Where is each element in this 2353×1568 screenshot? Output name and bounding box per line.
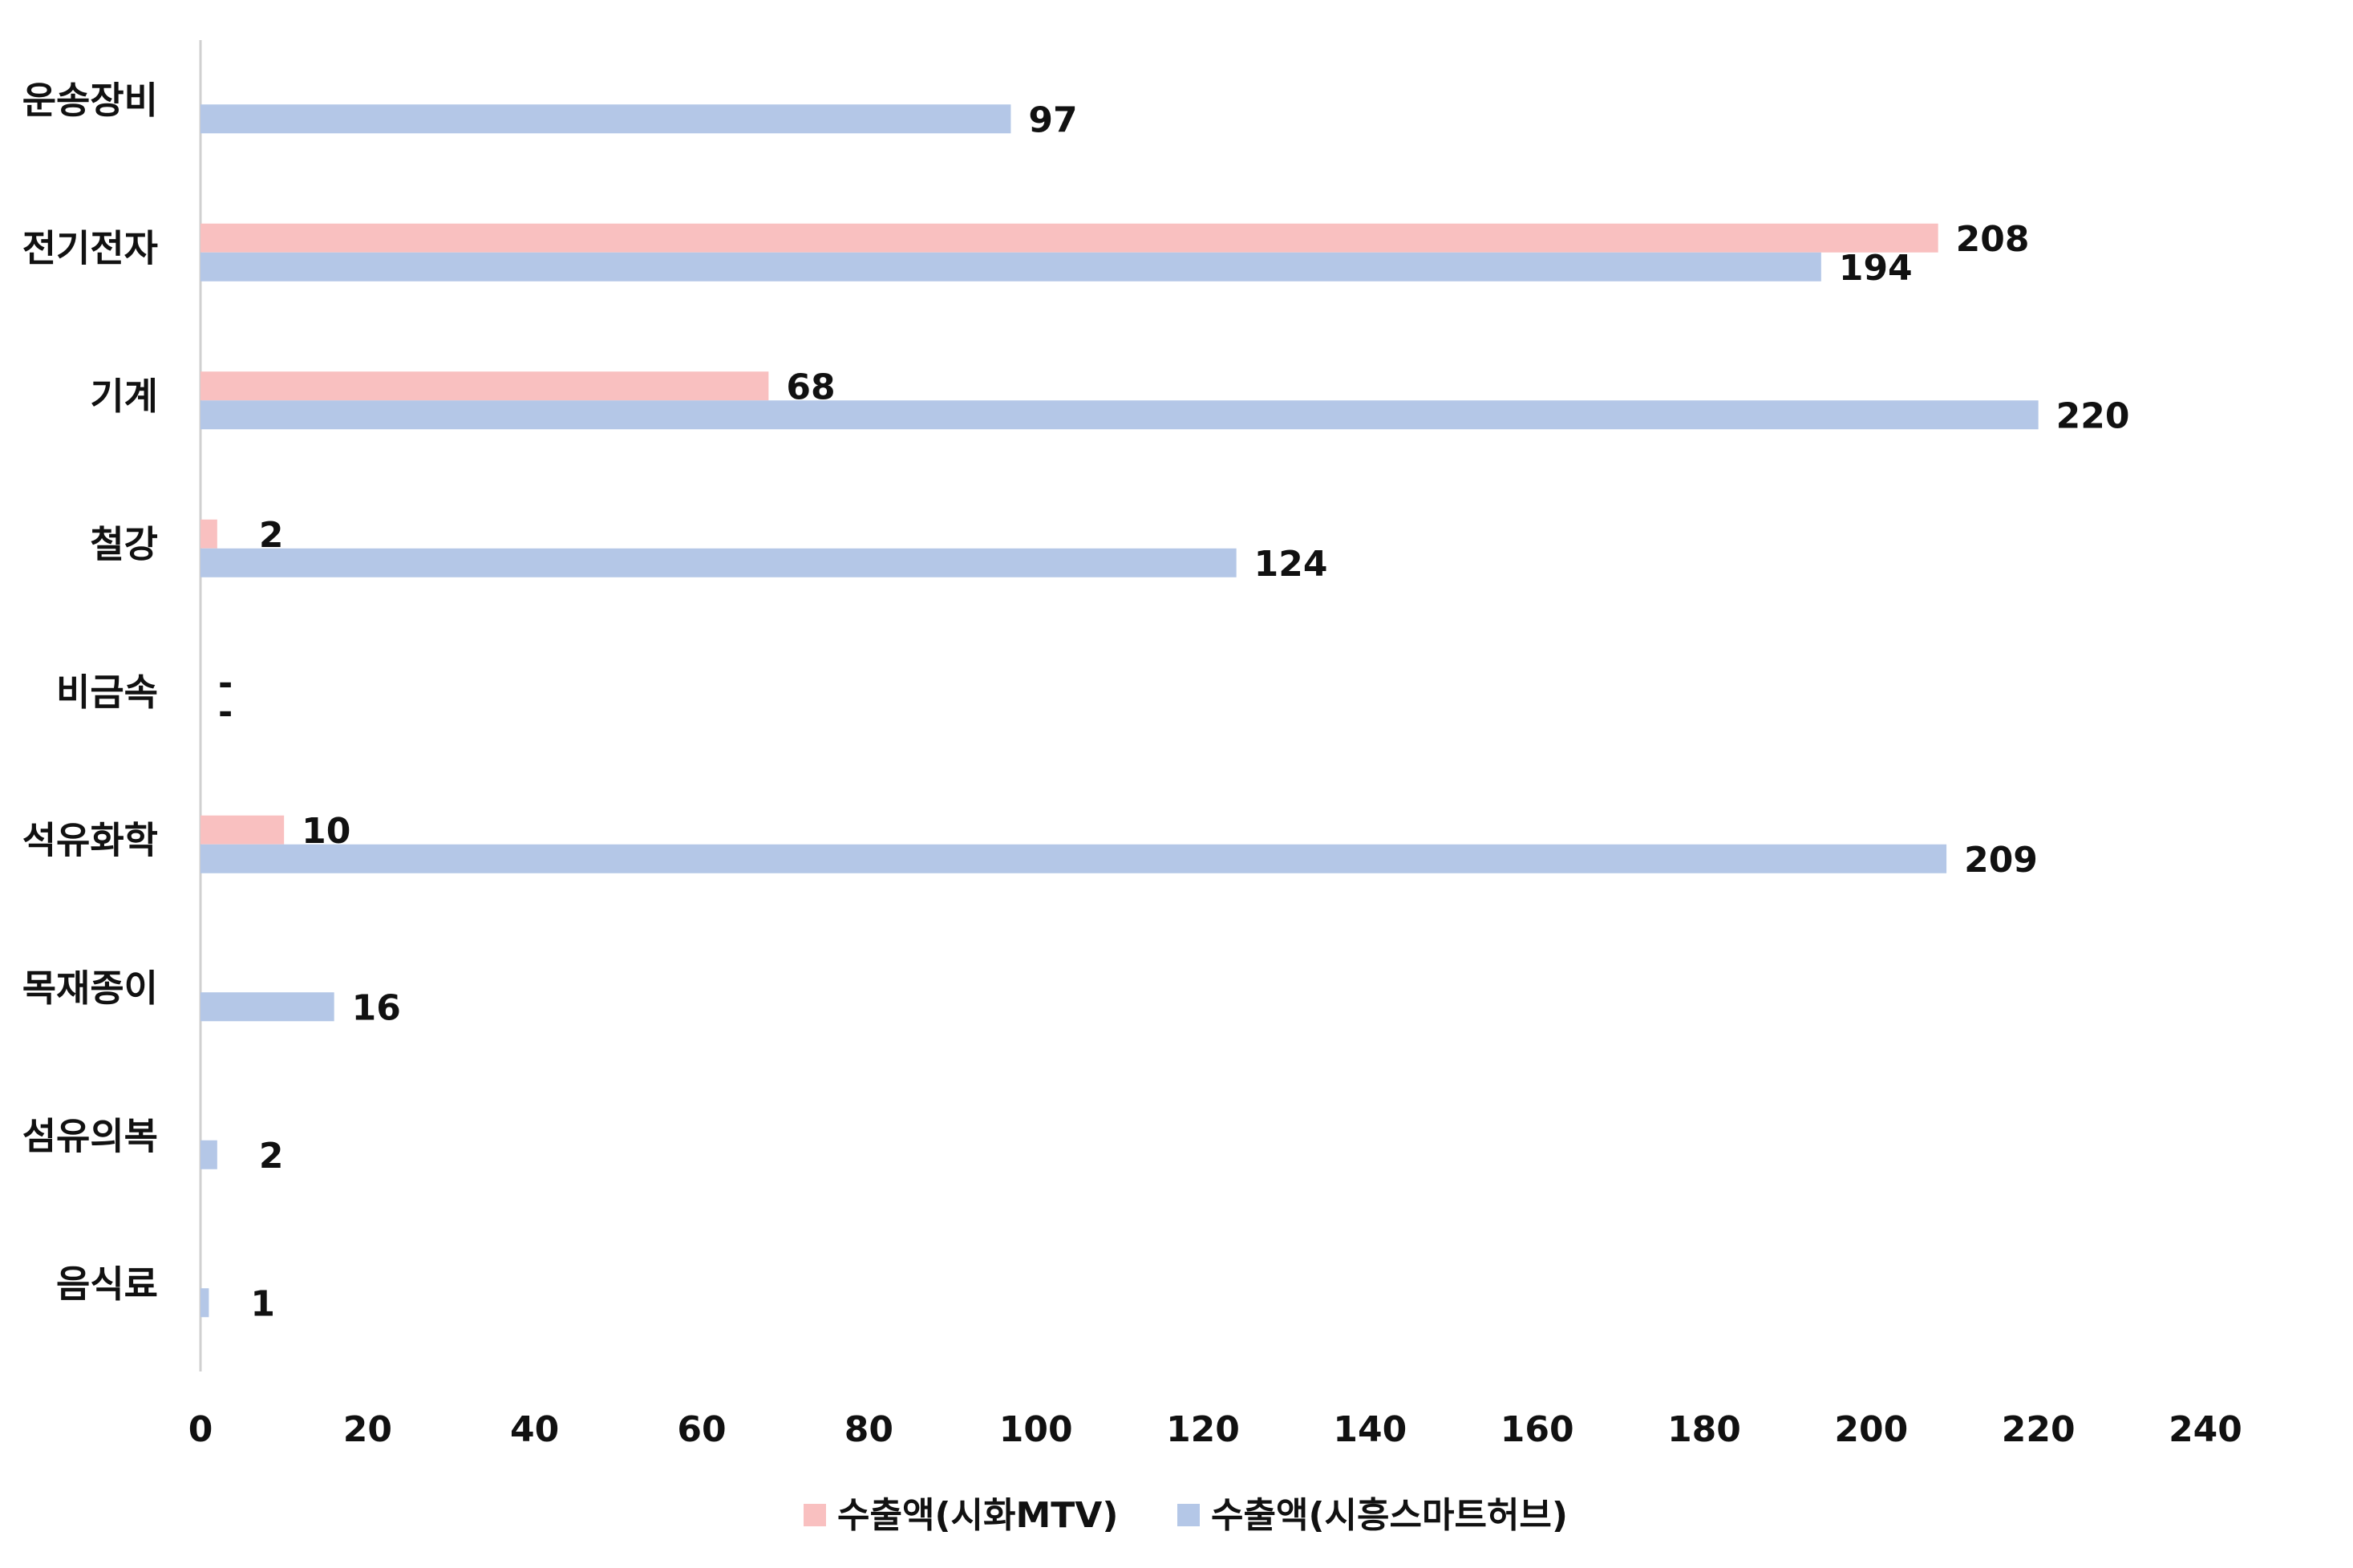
bar-smarthub — [200, 992, 334, 1022]
x-tick-label: 40 — [510, 1409, 559, 1450]
data-label: 208 — [1956, 219, 2030, 260]
category-label: 기계 — [90, 375, 158, 418]
data-label: 209 — [1964, 840, 2038, 881]
bars-group — [200, 104, 2039, 1318]
x-tick-label: 160 — [1500, 1409, 1574, 1450]
data-label: - — [218, 691, 233, 732]
x-tick-label: 240 — [2169, 1409, 2242, 1450]
category-label: 섬유의복 — [22, 1114, 158, 1157]
x-tick-label: 100 — [999, 1409, 1073, 1450]
bar-smarthub — [200, 844, 1947, 873]
bar-mtv — [200, 371, 769, 401]
data-label: 2 — [259, 1136, 284, 1177]
bar-mtv — [200, 519, 217, 549]
data-label: 1 — [250, 1283, 275, 1324]
data-label: 97 — [1028, 99, 1077, 140]
x-tick-label: 200 — [1834, 1409, 1908, 1450]
category-label: 운송장비 — [22, 79, 158, 122]
legend-label: 수출액(시흥스마트허브) — [1211, 1495, 1568, 1536]
x-tick-label: 180 — [1667, 1409, 1741, 1450]
data-label: 68 — [786, 367, 835, 407]
x-tick-label: 80 — [844, 1409, 893, 1450]
legend-label: 수출액(시화MTV) — [837, 1495, 1118, 1536]
data-label: 16 — [352, 987, 401, 1028]
bar-mtv — [200, 223, 1938, 253]
bar-smarthub — [200, 252, 1821, 282]
data-label: 2 — [259, 515, 284, 556]
category-label: 비금속 — [56, 671, 158, 714]
data-label: 124 — [1254, 544, 1328, 585]
category-label: 철강 — [90, 522, 158, 565]
x-tick-label: 60 — [677, 1409, 726, 1450]
category-label: 전기전자 — [22, 226, 158, 269]
bar-smarthub — [200, 400, 2039, 430]
legend-swatch — [804, 1504, 826, 1526]
x-axis-ticks: 0 20 40 60 80 100 120 140 160 180 200 220 240 — [188, 1409, 2242, 1450]
data-label: - — [218, 662, 233, 703]
bar-smarthub — [200, 104, 1011, 134]
data-label: 10 — [302, 811, 350, 852]
category-label: 음식료 — [56, 1262, 158, 1306]
x-tick-label: 120 — [1166, 1409, 1240, 1450]
legend-swatch — [1177, 1504, 1200, 1526]
x-tick-label: 140 — [1333, 1409, 1407, 1450]
data-label: 194 — [1839, 248, 1913, 289]
bar-smarthub — [200, 1288, 209, 1318]
x-tick-label: 0 — [188, 1409, 213, 1450]
legend: 수출액(시화MTV) 수출액(시흥스마트허브) — [804, 1495, 1568, 1536]
data-label: 220 — [2056, 395, 2130, 436]
bar-mtv — [200, 815, 285, 845]
value-labels: 97 208 194 68 220 2 124 -- 10 209 16 2 1 — [218, 99, 2130, 1324]
x-tick-label: 20 — [343, 1409, 392, 1450]
category-label: 목재종이 — [22, 966, 158, 1010]
category-label: 석유화학 — [22, 818, 158, 861]
x-tick-label: 220 — [2002, 1409, 2076, 1450]
bar-smarthub — [200, 548, 1237, 577]
bar-smarthub — [200, 1140, 217, 1169]
